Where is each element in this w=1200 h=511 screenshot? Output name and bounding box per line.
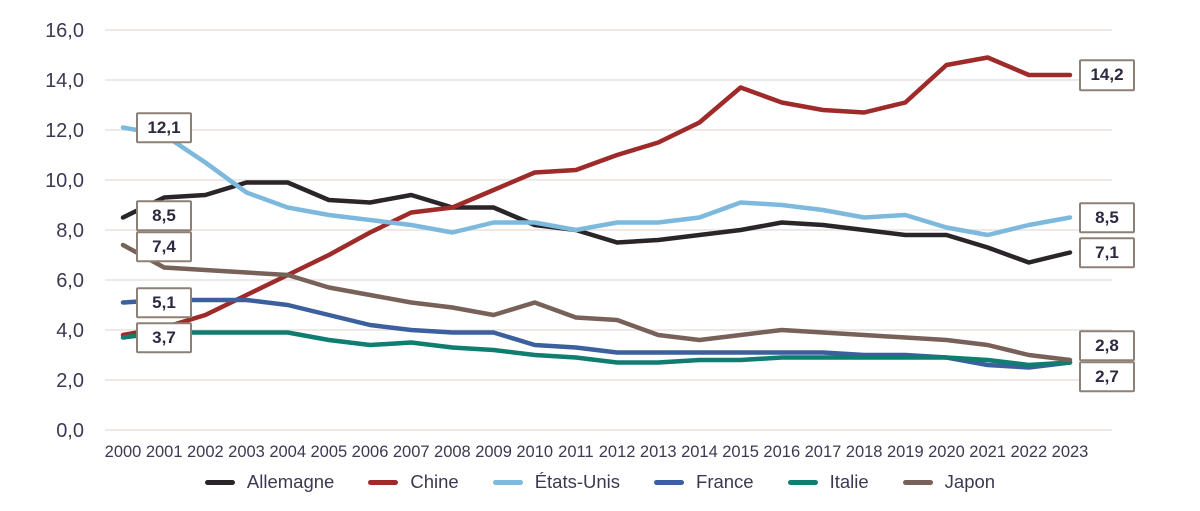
data-label-France: 5,1 bbox=[136, 286, 192, 319]
legend-swatch-icon bbox=[368, 479, 399, 485]
x-axis-tick-label: 2023 bbox=[1052, 443, 1089, 461]
x-axis-tick-label: 2005 bbox=[311, 443, 348, 461]
data-label-Allemagne: 7,1 bbox=[1079, 236, 1135, 269]
x-axis-tick-label: 2004 bbox=[269, 443, 306, 461]
y-axis-tick-label: 12,0 bbox=[45, 120, 84, 142]
series-line-États-Unis bbox=[120, 125, 1073, 238]
x-axis-tick-label: 2013 bbox=[640, 443, 677, 461]
x-axis-tick-label: 2015 bbox=[722, 443, 759, 461]
x-axis-tick-label: 2010 bbox=[516, 443, 553, 461]
series-line-Allemagne bbox=[120, 180, 1073, 265]
x-axis-tick-label: 2008 bbox=[434, 443, 471, 461]
x-axis-tick-label: 2020 bbox=[928, 443, 965, 461]
y-axis-tick-label: 16,0 bbox=[45, 20, 84, 42]
x-axis-tick-label: 2009 bbox=[475, 443, 512, 461]
legend-item-Allemagne: Allemagne bbox=[204, 471, 335, 493]
x-axis-tick-label: 2019 bbox=[887, 443, 924, 461]
legend-swatch-icon bbox=[204, 479, 235, 485]
chart-legend: Allemagne Chine États-Unis France Italie Japo… bbox=[0, 471, 1200, 493]
data-label-Japon: 7,4 bbox=[136, 230, 192, 263]
x-axis-tick-label: 2012 bbox=[599, 443, 636, 461]
legend-item-Chine: Chine bbox=[368, 471, 459, 493]
x-axis-tick-label: 2011 bbox=[558, 443, 593, 461]
x-axis-tick-label: 2014 bbox=[681, 443, 718, 461]
legend-label: Allemagne bbox=[246, 471, 335, 492]
data-label-France: 2,7 bbox=[1079, 360, 1135, 393]
data-label-Allemagne: 8,5 bbox=[136, 199, 192, 232]
y-axis-tick-label: 14,0 bbox=[45, 70, 84, 92]
legend-swatch-icon bbox=[654, 479, 685, 485]
data-label-Japon: 2,8 bbox=[1079, 329, 1135, 362]
legend-swatch-icon bbox=[902, 479, 933, 485]
series-line-Chine bbox=[120, 55, 1073, 338]
y-axis-tick-label: 6,0 bbox=[56, 270, 84, 292]
series-line-Japon bbox=[120, 242, 1073, 363]
x-axis-tick-label: 2006 bbox=[352, 443, 389, 461]
x-axis-tick-label: 2018 bbox=[846, 443, 883, 461]
x-axis-tick-label: 2000 bbox=[105, 443, 142, 461]
x-axis-tick-label: 2007 bbox=[393, 443, 430, 461]
y-axis-tick-label: 10,0 bbox=[45, 170, 84, 192]
x-axis-tick-label: 2017 bbox=[805, 443, 842, 461]
legend-item-Italie: Italie bbox=[787, 471, 869, 493]
x-axis-tick-label: 2022 bbox=[1010, 443, 1047, 461]
legend-label: Japon bbox=[944, 471, 996, 492]
legend-label: France bbox=[696, 471, 754, 492]
x-axis-tick-label: 2003 bbox=[228, 443, 265, 461]
series-line-Italie bbox=[120, 330, 1073, 368]
y-axis-tick-label: 8,0 bbox=[56, 220, 84, 242]
legend-item-France: France bbox=[654, 471, 754, 493]
legend-swatch-icon bbox=[787, 479, 818, 485]
legend-swatch-icon bbox=[492, 479, 523, 485]
legend-item-Japon: Japon bbox=[902, 471, 996, 493]
data-label-Chine: 14,2 bbox=[1079, 59, 1135, 91]
legend-label: États-Unis bbox=[534, 471, 621, 492]
data-label-États-Unis: 8,5 bbox=[1079, 201, 1135, 234]
x-axis-tick-label: 2021 bbox=[969, 443, 1006, 461]
legend-label: Chine bbox=[410, 471, 459, 492]
x-axis-tick-label: 2001 bbox=[146, 443, 183, 461]
x-axis-tick-label: 2002 bbox=[187, 443, 224, 461]
x-axis-tick-label: 2016 bbox=[763, 443, 800, 461]
data-label-Italie: 3,7 bbox=[136, 321, 192, 354]
legend-label: Italie bbox=[829, 471, 869, 492]
y-axis-tick-label: 0,0 bbox=[56, 420, 84, 442]
y-axis-tick-label: 2,0 bbox=[56, 370, 84, 392]
data-label-États-Unis: 12,1 bbox=[136, 111, 192, 144]
legend-item-États-Unis: États-Unis bbox=[492, 471, 621, 493]
y-axis-tick-label: 4,0 bbox=[56, 320, 84, 342]
